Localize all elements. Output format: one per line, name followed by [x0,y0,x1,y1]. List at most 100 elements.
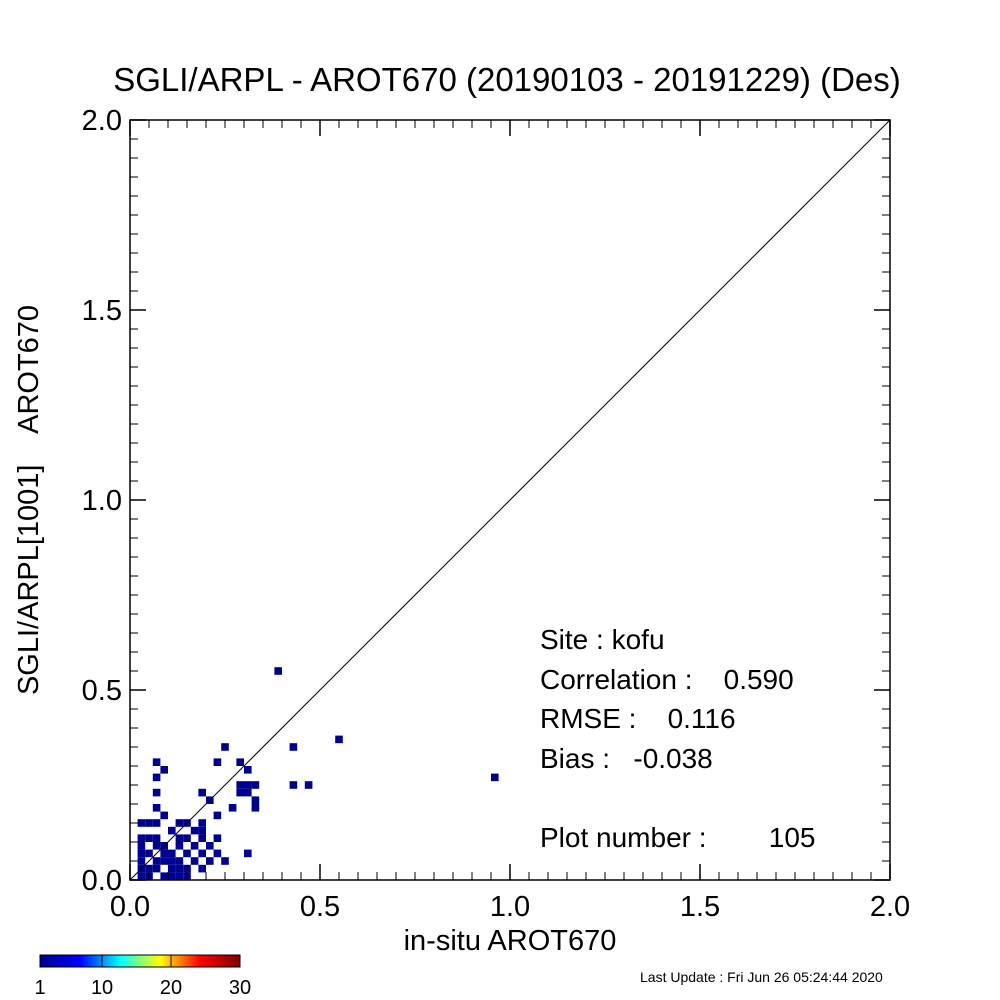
heatmap-cell [168,857,176,865]
heatmap-cell [491,773,499,782]
heatmap-cell [152,758,161,766]
colorbar-tick-label: 30 [229,977,251,999]
y-tick-label: 0.0 [82,865,122,897]
heatmap-cell [244,849,252,858]
heatmap-cell [160,857,168,865]
heatmap-cell [137,834,146,842]
y-tick-label: 1.0 [82,485,122,517]
heatmap-cell [244,766,252,774]
y-tick-label: 2.0 [82,105,122,137]
heatmap-cell [145,834,153,842]
heatmap-cell [160,766,168,774]
y-axis-ticks: 0.0 0.5 1.0 1.5 2.0 [82,105,890,897]
heatmap-cell [213,758,222,766]
heatmap-cell [190,826,199,835]
heatmap-cell [190,857,199,865]
stats-box: Site : kofu Correlation : 0.590 RMSE : 0… [540,624,815,853]
heatmap-cell [274,667,282,675]
x-axis-ticks: 0.0 0.5 1.0 1.5 2.0 [110,120,910,923]
heatmap-cell [175,864,184,873]
heatmap-cell [168,826,176,835]
heatmap-cell [236,781,244,789]
heatmap-cell [244,788,252,797]
heatmap-cell [190,842,199,850]
heatmap-cell [213,811,222,820]
heatmap-cell [152,864,161,873]
heatmap-cell [175,819,184,827]
heatmap-cell [175,857,184,865]
heatmap-cell [236,758,244,766]
stat-rmse: RMSE : 0.116 [540,703,736,734]
x-axis-label: in-situ AROT670 [404,925,617,957]
y-tick-label: 0.5 [82,675,122,707]
heatmap-cell [335,735,343,744]
heatmap-cell [175,842,184,850]
heatmap-cell [198,849,206,858]
heatmap-cell [236,788,244,797]
heatmap-cell [221,857,229,865]
heatmap-cells [137,667,499,880]
heatmap-cell [137,872,146,880]
heatmap-cell [213,834,222,842]
heatmap-cell [137,819,146,827]
heatmap-cell [206,842,214,850]
stat-plot-number: Plot number : 105 [540,822,815,853]
heatmap-cell [160,872,168,880]
heatmap-cell [198,788,206,797]
heatmap-cell [289,781,298,789]
y-axis-label: SGLI/ARPL[1001] AROT670 [13,305,45,695]
heatmap-cell [251,804,260,812]
x-tick-label: 0.5 [300,891,340,923]
x-tick-label: 2.0 [870,891,910,923]
heatmap-cell [175,872,184,880]
stat-bias: Bias : -0.038 [540,743,713,774]
heatmap-cell [251,796,260,804]
heatmap-cell [145,864,153,873]
heatmap-cell [152,773,161,782]
heatmap-cell [304,781,313,789]
heatmap-cell [152,788,161,797]
colorbar-ticks: 1 10 20 30 [34,955,251,999]
x-tick-label: 0.0 [110,891,150,923]
heatmap-cell [175,834,184,842]
heatmap-cell [206,857,214,865]
heatmap-cell [168,872,176,880]
heatmap-cell [183,864,191,873]
heatmap-cell [183,834,191,842]
heatmap-cell [137,857,146,865]
last-update-text: Last Update : Fri Jun 26 05:24:44 2020 [640,969,883,985]
heatmap-cell [152,819,161,827]
heatmap-cell [289,743,298,751]
heatmap-cell [198,834,206,842]
heatmap-cell [168,864,176,873]
colorbar-bar [39,954,241,968]
chart-title: SGLI/ARPL - AROT670 (20190103 - 20191229… [113,61,901,98]
one-to-one-line [129,119,891,881]
heatmap-cell [152,834,161,842]
heatmap-cell [198,864,206,873]
heatmap-cell [137,842,146,850]
heatmap-cell [244,781,252,789]
minor-ticks [130,120,890,880]
heatmap-cell [183,849,191,858]
x-tick-label: 1.0 [490,891,530,923]
heatmap-cell [137,849,146,858]
y-tick-label: 1.5 [82,295,122,327]
heatmap-cell [152,804,161,812]
colorbar: 1 10 20 30 [34,954,251,999]
heatmap-cell [213,849,222,858]
heatmap-cell [160,849,168,858]
heatmap-cell [228,804,237,812]
heatmap-cell [221,743,229,751]
colorbar-tick-label: 20 [160,977,182,999]
x-tick-label: 1.5 [680,891,720,923]
heatmap-cell [145,819,153,827]
heatmap-cell [160,811,168,820]
stat-site: Site : kofu [540,624,665,655]
heatmap-cell [198,826,206,835]
colorbar-tick-label: 1 [34,977,45,999]
heatmap-cell [152,857,161,865]
stat-correlation: Correlation : 0.590 [540,664,794,695]
colorbar-tick-label: 10 [91,977,113,999]
